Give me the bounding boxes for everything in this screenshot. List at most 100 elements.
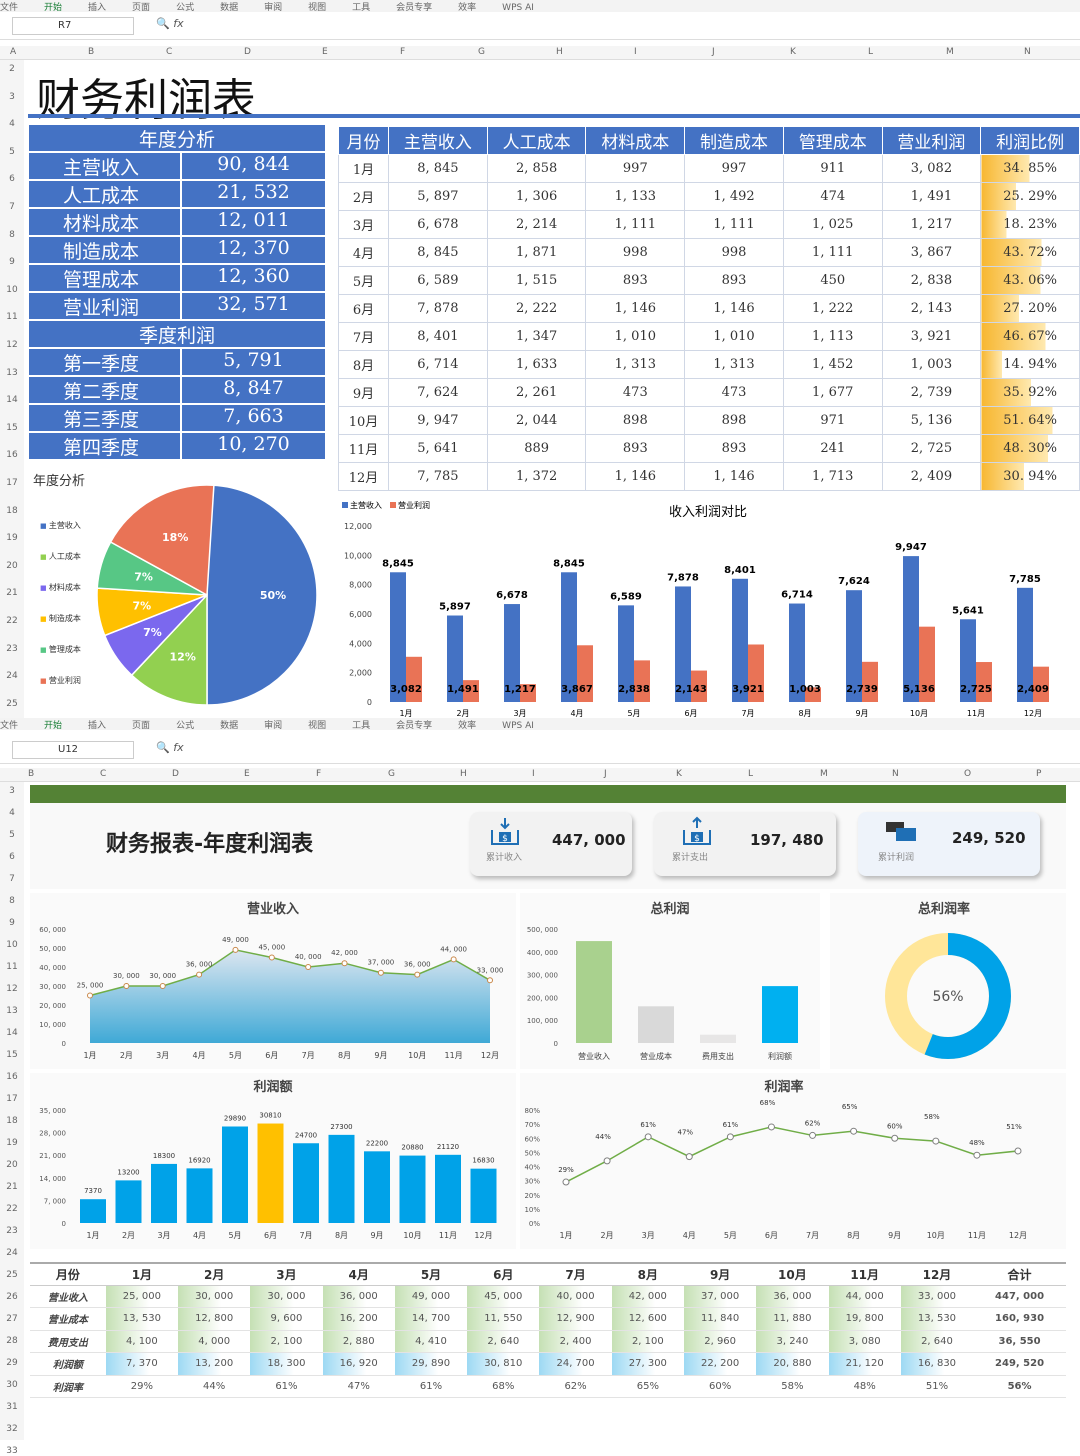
bar[interactable]: [328, 1134, 355, 1223]
row-header[interactable]: 33: [6, 1446, 18, 1456]
row-header[interactable]: 31: [6, 1402, 18, 1412]
ribbon-tab-4[interactable]: 公式: [176, 3, 195, 12]
data-point[interactable]: [487, 977, 493, 984]
row-header[interactable]: 19: [6, 1138, 18, 1148]
column-header[interactable]: F: [400, 47, 406, 57]
bar-profit[interactable]: [748, 644, 764, 702]
row-header[interactable]: 8: [9, 896, 15, 906]
data-point[interactable]: [196, 971, 203, 978]
row-header[interactable]: 6: [9, 852, 15, 862]
column-header[interactable]: C: [166, 47, 173, 57]
row-header[interactable]: 24: [6, 1248, 18, 1258]
ribbon-tab-9[interactable]: 会员专享: [396, 721, 433, 730]
bar-profit[interactable]: [691, 670, 707, 702]
data-point[interactable]: [644, 1133, 652, 1141]
row-header[interactable]: 3: [9, 786, 15, 796]
bar-profit[interactable]: [406, 656, 422, 702]
bar-profit[interactable]: [634, 660, 650, 702]
pie-slice[interactable]: [130, 593, 208, 706]
column-header[interactable]: E: [322, 47, 328, 57]
bar-profit[interactable]: [520, 684, 536, 702]
data-point[interactable]: [809, 1131, 817, 1139]
bar[interactable]: [222, 1126, 248, 1223]
card-total-expense[interactable]: $ 197, 480 累计支出: [654, 812, 836, 876]
column-header[interactable]: I: [634, 47, 637, 57]
row-headers-bottom[interactable]: 3 4 5 6 7 8 9 10 11 12 13 14 15 16 17 18 19 20 21 22 23 24 25 2…: [0, 782, 24, 1456]
column-header[interactable]: K: [676, 769, 682, 779]
column-headers-bottom[interactable]: B C D E F G H I J K L M N O P: [0, 768, 1080, 782]
row-header[interactable]: 21: [6, 1182, 18, 1192]
column-header[interactable]: I: [532, 769, 535, 779]
ribbon-tab-7[interactable]: 视图: [308, 3, 327, 12]
card-total-income[interactable]: $ 447, 000 累计收入: [470, 812, 632, 876]
ribbon-tab-9[interactable]: 会员专享: [396, 3, 433, 12]
bar[interactable]: [186, 1168, 213, 1223]
bar[interactable]: [700, 1034, 736, 1043]
bar-profit[interactable]: [805, 687, 821, 702]
ribbon-tab-5[interactable]: 数据: [220, 721, 239, 730]
data-point[interactable]: [562, 1178, 570, 1186]
row-header[interactable]: 26: [6, 1292, 18, 1302]
ribbon-tab-4[interactable]: 公式: [176, 721, 195, 730]
pie-slice[interactable]: [109, 484, 215, 597]
row-header[interactable]: 7: [9, 874, 15, 884]
profit-rate-donut[interactable]: 总利润率 56%: [830, 893, 1066, 1069]
row-header[interactable]: 4: [9, 119, 15, 130]
row-headers-top[interactable]: 2 3 4 5 6 7 8 9 10 11 12 13 14 15 16 17 18 19 20 21 22 23 24 25: [0, 60, 24, 720]
bar-profit[interactable]: [976, 662, 992, 702]
ribbon-tab-8[interactable]: 工具: [352, 3, 371, 12]
data-point[interactable]: [414, 971, 421, 978]
column-header[interactable]: P: [1036, 769, 1042, 779]
bar[interactable]: [399, 1155, 426, 1223]
bar-income[interactable]: [447, 615, 463, 702]
bar[interactable]: [576, 941, 612, 1043]
bar-income[interactable]: [732, 578, 748, 702]
data-point[interactable]: [87, 992, 93, 999]
card-total-profit[interactable]: 249, 520 累计利润: [858, 812, 1040, 876]
name-box[interactable]: R7: [12, 17, 134, 35]
ribbon-top[interactable]: 文件 开始 插入 页面 公式 数据 审阅 视图 工具 会员专享 效率 WPS AI: [0, 0, 1080, 12]
row-header[interactable]: 20: [6, 1160, 18, 1170]
data-point[interactable]: [932, 1137, 940, 1145]
ribbon-tab-11[interactable]: WPS AI: [502, 721, 534, 730]
bar-income[interactable]: [504, 604, 520, 702]
row-header[interactable]: 17: [6, 1094, 18, 1104]
row-header[interactable]: 17: [6, 478, 18, 488]
ribbon-tab-3[interactable]: 页面: [132, 721, 151, 730]
ribbon-tab-8[interactable]: 工具: [352, 721, 371, 730]
data-point[interactable]: [341, 960, 348, 967]
column-header[interactable]: H: [556, 47, 563, 57]
ribbon-tab-0[interactable]: 文件: [0, 721, 19, 730]
data-point[interactable]: [1014, 1147, 1022, 1155]
column-header[interactable]: G: [388, 769, 395, 779]
ribbon-tab-0[interactable]: 文件: [0, 3, 19, 12]
data-point[interactable]: [268, 954, 275, 961]
row-header[interactable]: 11: [6, 312, 18, 323]
income-profit-bar-chart[interactable]: 主营收入 营业利润 收入利润对比 0 2,000 4,000 6,000 8,000 10,00…: [338, 496, 1080, 720]
row-header[interactable]: 22: [6, 1204, 18, 1214]
bar-profit[interactable]: [1033, 666, 1049, 702]
row-header[interactable]: 32: [6, 1424, 18, 1434]
ribbon-tab-1[interactable]: 开始: [44, 3, 63, 12]
ribbon-tab-11[interactable]: WPS AI: [502, 3, 534, 12]
ribbon-tab-2[interactable]: 插入: [88, 721, 107, 730]
ribbon-tab-6[interactable]: 审阅: [264, 3, 283, 12]
row-header[interactable]: 23: [6, 643, 18, 654]
row-header[interactable]: 15: [6, 422, 18, 433]
row-header[interactable]: 6: [9, 174, 15, 185]
ribbon-tab-10[interactable]: 效率: [458, 3, 477, 12]
column-header[interactable]: G: [478, 47, 485, 57]
ribbon-tab-1[interactable]: 开始: [44, 721, 63, 730]
row-header[interactable]: 19: [6, 533, 18, 544]
bar[interactable]: [80, 1199, 106, 1223]
ribbon-tab-2[interactable]: 插入: [88, 3, 107, 12]
data-point[interactable]: [232, 946, 239, 953]
bar-income[interactable]: [675, 586, 691, 702]
column-header[interactable]: M: [820, 769, 828, 779]
row-header[interactable]: 5: [9, 146, 15, 157]
row-header[interactable]: 14: [6, 395, 18, 406]
row-header[interactable]: 22: [6, 616, 18, 626]
bar[interactable]: [638, 1006, 674, 1043]
row-header[interactable]: 15: [6, 1050, 18, 1060]
column-header[interactable]: J: [712, 47, 715, 57]
